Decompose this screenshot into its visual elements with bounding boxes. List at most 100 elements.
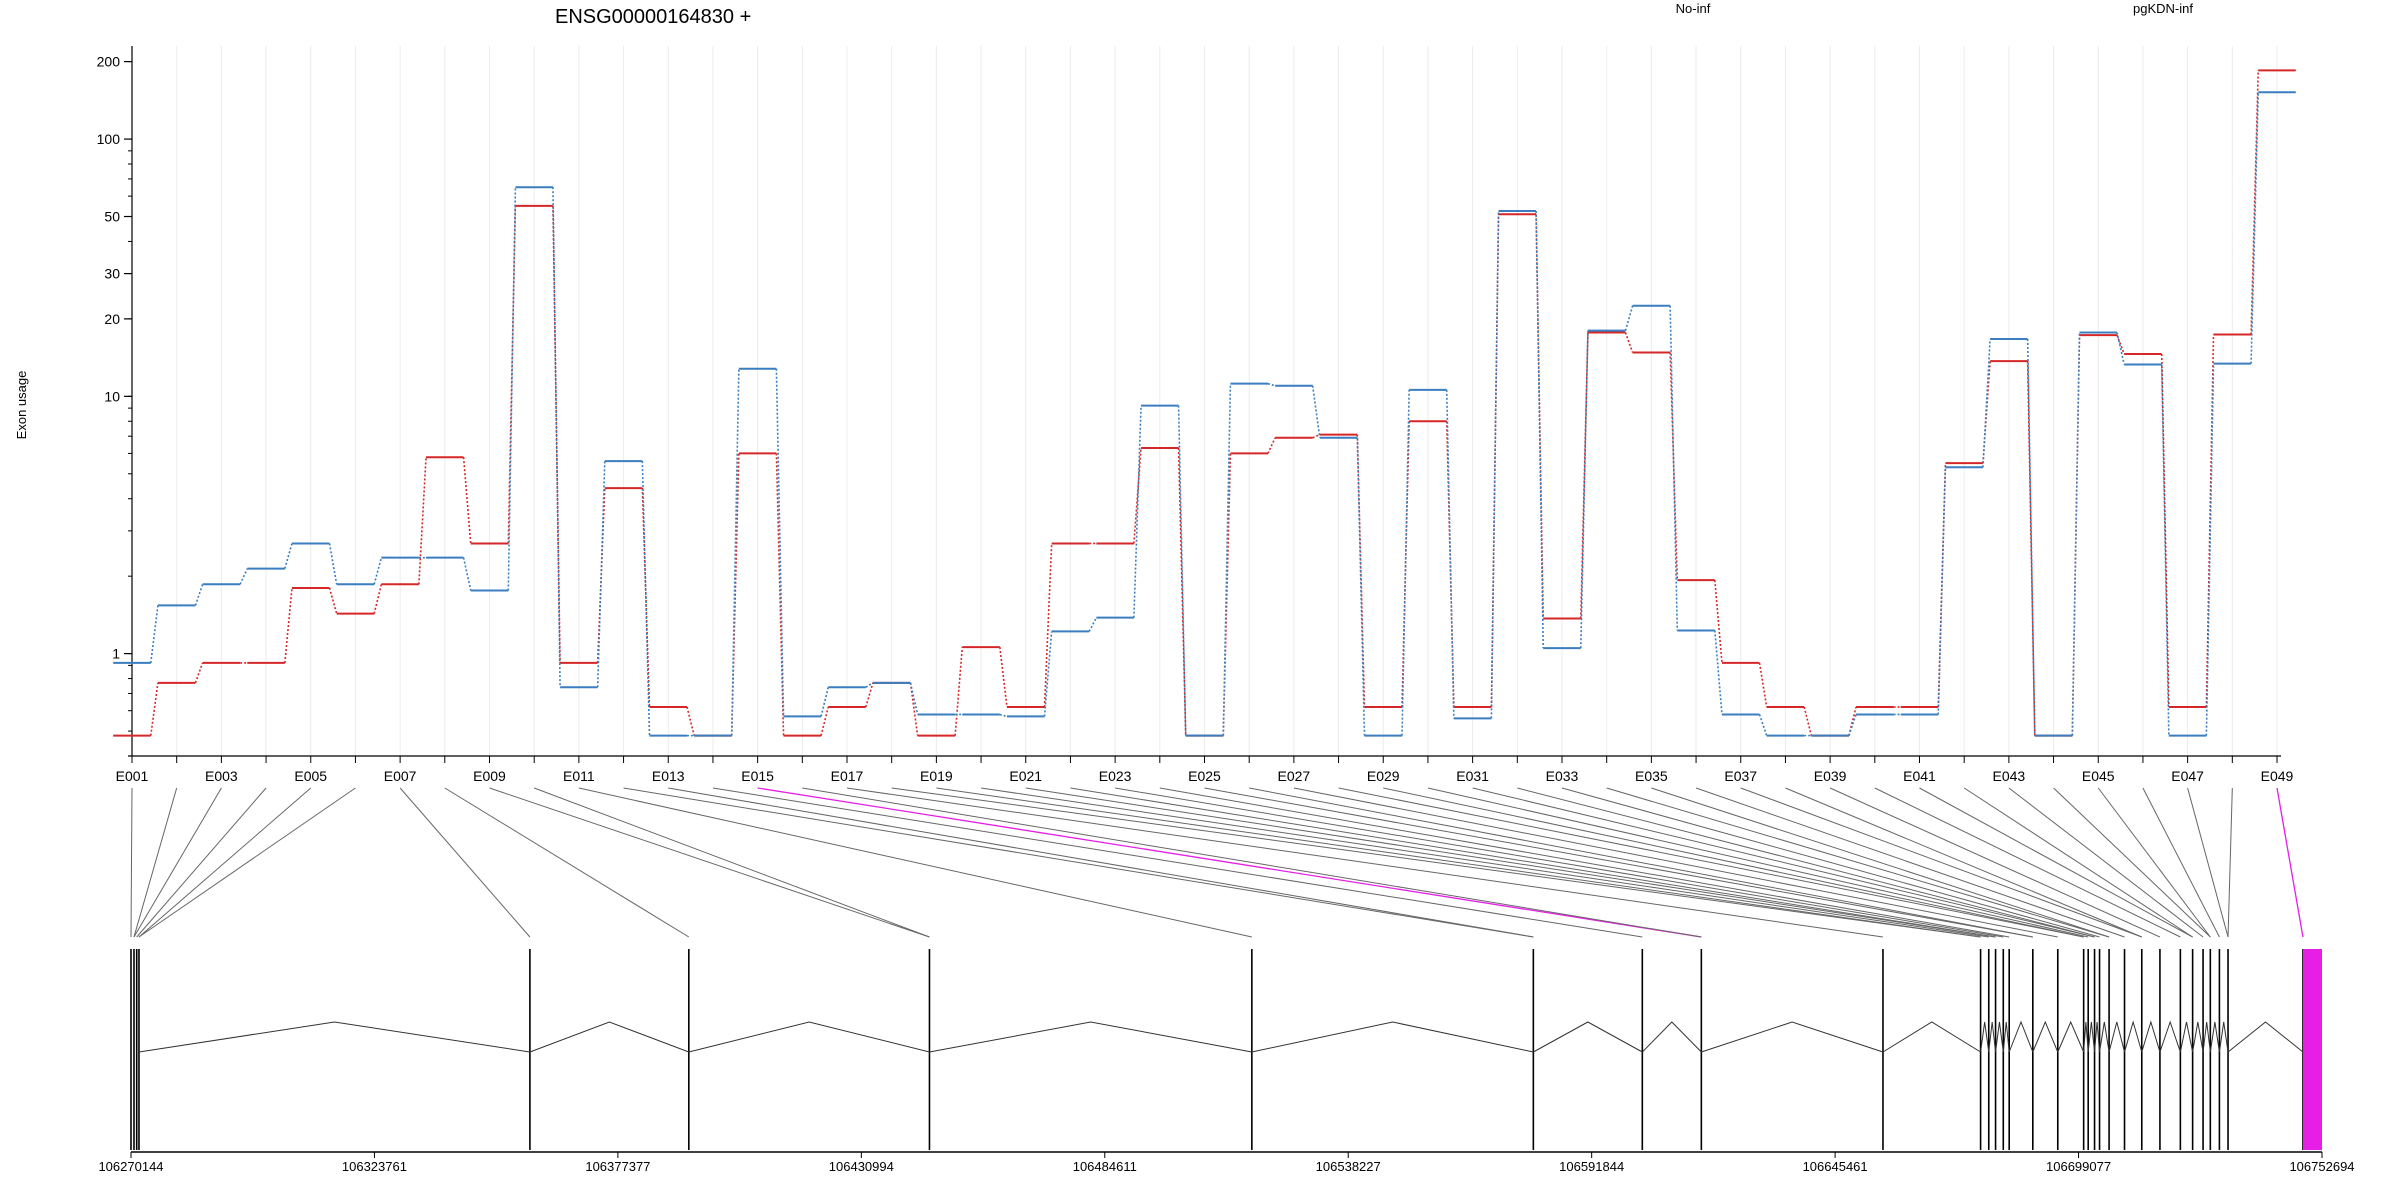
x-tick-label: E031 bbox=[1456, 768, 1489, 784]
intron bbox=[1641, 1021, 1702, 1053]
exon-connector bbox=[534, 787, 930, 938]
exon-connector bbox=[712, 787, 1643, 938]
intron bbox=[2008, 1020, 2034, 1053]
x-tick-label: E023 bbox=[1099, 768, 1132, 784]
exon-usage-connector bbox=[418, 457, 427, 585]
exon-usage-connector bbox=[1803, 706, 1813, 736]
x-tick-label: E039 bbox=[1814, 768, 1847, 784]
exon-usage-connector bbox=[2071, 332, 2081, 736]
genomic-tick-label: 106377377 bbox=[585, 1159, 650, 1174]
exon-connector bbox=[846, 787, 1884, 938]
genomic-tick-label: 106323761 bbox=[342, 1159, 407, 1174]
exon-connector bbox=[980, 787, 1989, 938]
exon-usage-connector bbox=[909, 682, 919, 715]
exon-usage-connector bbox=[596, 461, 606, 688]
intron bbox=[2227, 1021, 2304, 1053]
intron bbox=[1882, 1021, 1981, 1053]
exon-usage-connector bbox=[865, 682, 874, 688]
exon-connector bbox=[1338, 787, 2084, 938]
x-tick-label: E017 bbox=[831, 768, 864, 784]
exon-usage-connector bbox=[1937, 467, 1947, 715]
exon-usage-connector bbox=[1579, 330, 1589, 649]
x-axis: E001 E003 E005 E007 E009 E011 E013 E015 E017 E019… bbox=[116, 755, 2294, 784]
intron bbox=[2124, 1020, 2143, 1053]
exon-connector bbox=[1963, 787, 2193, 938]
exon-connector bbox=[1829, 787, 2161, 938]
x-tick-label: E035 bbox=[1635, 768, 1668, 784]
exon-connector bbox=[399, 787, 531, 938]
intron bbox=[1533, 1021, 1643, 1053]
exon-usage-connector bbox=[1714, 630, 1723, 715]
gene-model bbox=[130, 949, 2322, 1150]
exon-connector bbox=[1204, 787, 2033, 938]
intron bbox=[2179, 1021, 2194, 1053]
exon-usage-connector bbox=[2160, 364, 2170, 736]
legend-entry-pgkdn-inf: pgKDN-inf bbox=[2133, 1, 2193, 16]
intron bbox=[929, 1021, 1252, 1053]
exon-usage-connector bbox=[1133, 405, 1142, 618]
exon-usage-connector bbox=[820, 687, 830, 717]
exon-usage-connector bbox=[239, 568, 249, 585]
intron bbox=[2202, 1021, 2211, 1053]
exon-usage-connector bbox=[1982, 361, 1991, 464]
exon-usage-connector bbox=[641, 461, 651, 736]
exon-connector bbox=[1695, 787, 2125, 938]
exon-connector bbox=[1874, 787, 2181, 938]
x-tick-label: E019 bbox=[920, 768, 953, 784]
exon-connector bbox=[1785, 787, 2142, 938]
exon-usage-connector bbox=[1624, 305, 1634, 331]
y-axis: 1 10 20 30 50 100 200 bbox=[97, 46, 133, 757]
x-tick-label: E007 bbox=[384, 768, 417, 784]
y-tick-label: 1 bbox=[112, 646, 120, 662]
intron bbox=[1251, 1021, 1534, 1053]
x-tick-label: E013 bbox=[652, 768, 685, 784]
y-tick-label: 20 bbox=[104, 311, 120, 327]
genomic-tick-label: 106270144 bbox=[98, 1159, 163, 1174]
exon-usage-connector bbox=[1311, 385, 1321, 438]
exon-usage-connector bbox=[507, 187, 517, 591]
genomic-tick-label: 106752694 bbox=[2289, 1159, 2354, 1174]
exon-usage-connector bbox=[552, 187, 561, 688]
exon-usage-connector bbox=[1043, 543, 1053, 708]
exon-usage-connector bbox=[552, 205, 561, 663]
exon-connector bbox=[133, 787, 178, 938]
intron bbox=[1995, 1021, 2004, 1053]
x-tick-label: E033 bbox=[1546, 768, 1579, 784]
intron bbox=[2099, 1021, 2110, 1053]
y-tick-label: 30 bbox=[104, 266, 120, 282]
exon-connector bbox=[1159, 787, 2010, 938]
exon-connector bbox=[138, 787, 312, 938]
exon-usage-connector bbox=[1848, 714, 1857, 736]
exon-usage-connector bbox=[730, 453, 740, 736]
exon-connector bbox=[1293, 787, 2058, 938]
genomic-tick-label: 106699077 bbox=[2046, 1159, 2111, 1174]
x-tick-label: E037 bbox=[1724, 768, 1757, 784]
exon-connector bbox=[444, 787, 690, 938]
exon-connector bbox=[1561, 787, 2100, 938]
x-tick-label: E015 bbox=[741, 768, 774, 784]
exon-usage-connector bbox=[999, 713, 1008, 718]
exon-usage-connector bbox=[284, 543, 293, 569]
exon-usage-connector bbox=[328, 543, 338, 585]
intron bbox=[2209, 1021, 2220, 1053]
exon-connector bbox=[2227, 787, 2233, 938]
exon-connector bbox=[1517, 787, 2095, 938]
exon-connector bbox=[2187, 787, 2229, 938]
exon-usage-connector bbox=[1490, 211, 1500, 719]
intron bbox=[1701, 1021, 1884, 1053]
exon-usage-connector bbox=[775, 453, 785, 736]
genomic-tick-label: 106484611 bbox=[1073, 1159, 1137, 1174]
exon-connector bbox=[1651, 787, 2110, 938]
exon-usage-connector bbox=[1445, 389, 1455, 719]
series-1 bbox=[113, 91, 2296, 737]
exon-usage-connector bbox=[2026, 361, 2036, 736]
exon-usage-connector bbox=[2116, 334, 2125, 355]
exon-usage-connector bbox=[462, 457, 472, 544]
exon-connector bbox=[802, 787, 1702, 938]
genomic-tick-label: 106430994 bbox=[829, 1159, 894, 1174]
genomic-tick-label: 106538227 bbox=[1316, 1159, 1381, 1174]
exon-connector bbox=[1249, 787, 2033, 938]
exon-usage-connector bbox=[1088, 617, 1098, 632]
x-tick-label: E011 bbox=[563, 768, 595, 784]
y-tick-label: 200 bbox=[97, 54, 121, 70]
